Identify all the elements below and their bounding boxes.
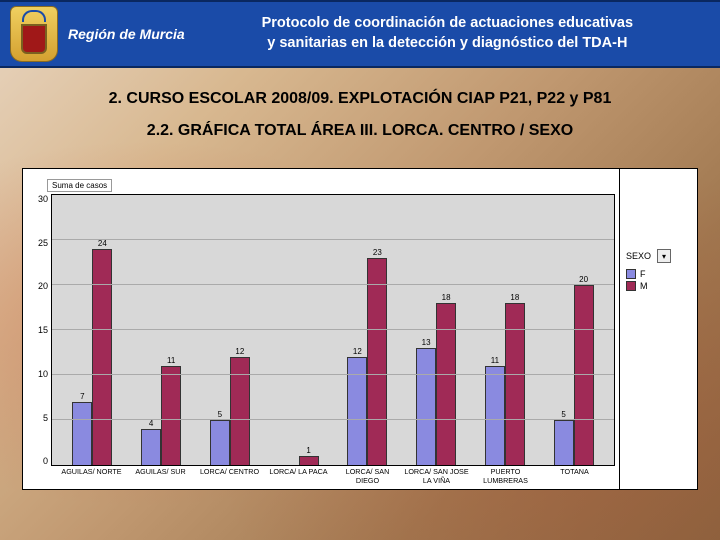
bar-m: 11 [161, 366, 181, 465]
bar-group: 1318 [402, 195, 471, 465]
bar-value: 1 [306, 446, 310, 455]
bar-m: 18 [505, 303, 525, 465]
chart-container: Suma de casos 302520151050 7244115121122… [22, 168, 698, 490]
bar-value: 20 [579, 275, 588, 284]
bar-group: 411 [127, 195, 196, 465]
content-area: 2. CURSO ESCOLAR 2008/09. EXPLOTACIÓN CI… [0, 68, 720, 152]
bar-value: 4 [149, 419, 153, 428]
bar-f: 4 [141, 429, 161, 465]
bar-f: 5 [554, 420, 574, 465]
bar-f: 7 [72, 402, 92, 465]
x-tick-label: PUERTO LUMBRERAS [471, 468, 540, 485]
x-tick-label: AGUILAS/ SUR [126, 468, 195, 485]
subsection-title: 2.2. GRÁFICA TOTAL ÁREA III. LORCA. CENT… [30, 122, 690, 140]
bar-m: 23 [367, 258, 387, 465]
legend: SEXO ▾ FM [619, 169, 697, 489]
bar-value: 5 [561, 410, 565, 419]
header-bar: Región de Murcia Protocolo de coordinaci… [0, 0, 720, 68]
x-tick-label: LORCA/ SAN JOSE LA VIÑA [402, 468, 471, 485]
y-tick: 5 [43, 413, 48, 423]
bar-group: 724 [58, 195, 127, 465]
bar-m: 18 [436, 303, 456, 465]
bar-value: 11 [491, 356, 499, 365]
bar-value: 23 [373, 248, 382, 257]
protocol-title-line2: y sanitarias en la detección y diagnósti… [195, 34, 700, 54]
bar-value: 18 [510, 293, 519, 302]
grid-line [52, 329, 614, 330]
y-tick: 10 [38, 369, 48, 379]
x-tick-label: LORCA/ LA PACA [264, 468, 333, 485]
legend-item: F [626, 269, 691, 279]
x-tick-label: TOTANA [540, 468, 609, 485]
y-tick: 15 [38, 325, 48, 335]
bar-value: 11 [167, 356, 175, 365]
legend-item: M [626, 281, 691, 291]
bar-m: 24 [92, 249, 112, 465]
chart-main: Suma de casos 302520151050 7244115121122… [23, 169, 619, 489]
bar-group: 1118 [471, 195, 540, 465]
bar-value: 12 [235, 347, 244, 356]
legend-title: SEXO [626, 251, 651, 261]
y-tick: 25 [38, 238, 48, 248]
bar-m: 20 [574, 285, 594, 465]
protocol-title: Protocolo de coordinación de actuaciones… [185, 14, 710, 53]
legend-dropdown-icon[interactable]: ▾ [657, 249, 671, 263]
x-tick-label: AGUILAS/ NORTE [57, 468, 126, 485]
y-tick: 20 [38, 281, 48, 291]
y-axis-label: Suma de casos [47, 179, 112, 192]
bar-group: 5 12 [196, 195, 265, 465]
x-axis: AGUILAS/ NORTEAGUILAS/ SURLORCA/ CENTROL… [51, 466, 615, 485]
bar-value: 7 [80, 392, 84, 401]
y-tick: 30 [38, 194, 48, 204]
region-crest-icon [10, 6, 58, 62]
legend-swatch [626, 281, 636, 291]
y-tick: 0 [43, 456, 48, 466]
y-axis: 30 25 20 15 10 5 0 [29, 194, 51, 466]
bar-group: 520 [539, 195, 608, 465]
bar-value: 18 [442, 293, 451, 302]
bar-f: 13 [416, 348, 436, 465]
x-tick-label: LORCA/ SAN DIEGO [333, 468, 402, 485]
bar-group: 1 [264, 195, 333, 465]
section-title: 2. CURSO ESCOLAR 2008/09. EXPLOTACIÓN CI… [30, 90, 690, 108]
protocol-title-line1: Protocolo de coordinación de actuaciones… [195, 14, 700, 34]
plot-area: 7244115121122313181118520 [51, 194, 615, 466]
bar-f: 5 [210, 420, 230, 465]
grid-line [52, 419, 614, 420]
grid-line [52, 284, 614, 285]
bar-value: 5 [218, 410, 222, 419]
x-tick-label: LORCA/ CENTRO [195, 468, 264, 485]
bar-value: 24 [98, 239, 107, 248]
grid-line [52, 374, 614, 375]
bar-f: 11 [485, 366, 505, 465]
bar-m: 1 [299, 456, 319, 465]
legend-label: M [640, 281, 648, 291]
grid-line [52, 239, 614, 240]
bar-value: 13 [422, 338, 431, 347]
region-name: Región de Murcia [68, 26, 185, 42]
bar-value: 12 [353, 347, 362, 356]
bar-group: 12 23 [333, 195, 402, 465]
legend-swatch [626, 269, 636, 279]
legend-label: F [640, 269, 646, 279]
